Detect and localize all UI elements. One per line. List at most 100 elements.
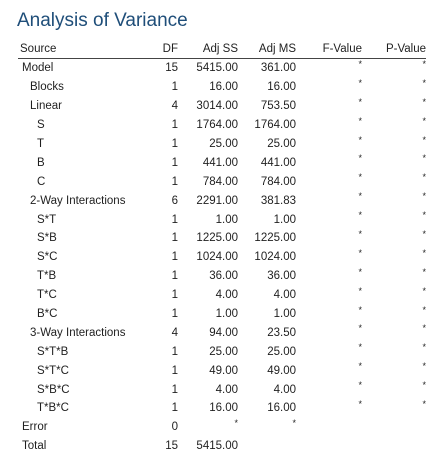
- cell-f-value: *: [358, 247, 362, 258]
- table-row: Linear 4 3014.00 753.50 * *: [18, 97, 426, 116]
- cell-source: C: [37, 175, 46, 188]
- cell-p-value: *: [422, 380, 426, 391]
- cell-adj-ss: 1.00: [215, 308, 238, 321]
- cell-f-value: *: [358, 304, 362, 315]
- table-row: S*B 1 1225.00 1225.00 * *: [18, 229, 426, 248]
- cell-df: 1: [171, 138, 178, 150]
- cell-p-value: *: [422, 210, 426, 221]
- cell-source: T*B: [37, 270, 57, 283]
- cell-df: 1: [171, 175, 178, 188]
- table-row: Error 0 * *: [18, 418, 426, 437]
- cell-f-value: *: [358, 153, 362, 164]
- cell-source: T*C: [37, 289, 57, 302]
- cell-p-value: *: [422, 361, 426, 372]
- table-row: Model 15 5415.00 361.00 * *: [18, 59, 426, 78]
- cell-f-value: *: [358, 342, 362, 353]
- cell-source: S*T: [37, 213, 57, 226]
- page-title: Analysis of Variance: [17, 10, 188, 31]
- table-row: 2-Way Interactions 6 2291.00 381.83 * *: [18, 191, 426, 210]
- cell-adj-ms: [240, 437, 298, 456]
- cell-f-value: *: [358, 229, 362, 240]
- cell-df: 15: [165, 440, 178, 453]
- cell-p-value: *: [422, 134, 426, 145]
- cell-f-value: *: [358, 115, 362, 126]
- anova-table: Source DF Adj SS Adj MS F-Value P-Value …: [18, 40, 426, 456]
- cell-f-value: *: [358, 380, 362, 391]
- cell-adj-ms: 49.00: [267, 364, 296, 377]
- cell-adj-ms: 784.00: [260, 175, 296, 188]
- column-header-adj-ss: Adj SS: [180, 40, 240, 59]
- table-row: T*B 1 36.00 36.00 * *: [18, 267, 426, 286]
- cell-adj-ms: 25.00: [267, 345, 296, 358]
- cell-f-value: *: [358, 172, 362, 183]
- cell-df: 1: [171, 308, 178, 321]
- cell-p-value: *: [422, 323, 426, 334]
- table-row: S 1 1764.00 1764.00 * *: [18, 116, 426, 135]
- cell-source: Linear: [30, 100, 62, 113]
- cell-p-value: [364, 418, 426, 437]
- cell-df: 4: [171, 326, 178, 339]
- cell-source: S*B*C: [37, 383, 70, 396]
- cell-df: 15: [165, 62, 178, 75]
- cell-adj-ms: 441.00: [260, 156, 296, 169]
- cell-p-value: [364, 437, 426, 456]
- cell-adj-ss: *: [234, 417, 238, 428]
- cell-df: 1: [171, 270, 178, 283]
- cell-p-value: *: [422, 399, 426, 410]
- cell-source: Model: [22, 62, 54, 75]
- cell-df: 1: [171, 383, 178, 396]
- cell-df: 1: [171, 251, 178, 264]
- table-row: S*T*C 1 49.00 49.00 * *: [18, 361, 426, 380]
- cell-adj-ms: 1024.00: [254, 251, 296, 264]
- cell-p-value: *: [422, 304, 426, 315]
- cell-p-value: *: [422, 77, 426, 88]
- cell-source: T: [37, 138, 45, 150]
- cell-adj-ss: 4.00: [215, 383, 238, 396]
- cell-adj-ms: 16.00: [267, 81, 296, 94]
- cell-p-value: *: [422, 115, 426, 126]
- cell-adj-ss: 1.00: [215, 213, 238, 226]
- cell-adj-ss: 25.00: [209, 345, 238, 358]
- cell-adj-ss: 5415.00: [196, 440, 238, 453]
- cell-p-value: *: [422, 59, 426, 69]
- cell-f-value: *: [358, 134, 362, 145]
- cell-df: 6: [171, 194, 178, 207]
- cell-adj-ss: 25.00: [209, 138, 238, 150]
- cell-adj-ss: 49.00: [209, 364, 238, 377]
- cell-f-value: *: [358, 96, 362, 107]
- cell-f-value: *: [358, 59, 362, 69]
- cell-p-value: *: [422, 342, 426, 353]
- table-row: T 1 25.00 25.00 * *: [18, 135, 426, 154]
- cell-p-value: *: [422, 172, 426, 183]
- cell-f-value: *: [358, 285, 362, 296]
- cell-adj-ms: 381.83: [260, 194, 296, 207]
- cell-source: 3-Way Interactions: [30, 326, 126, 339]
- cell-p-value: *: [422, 247, 426, 258]
- table-body: Model 15 5415.00 361.00 * * Blocks 1 16.00 16.00 *…: [18, 59, 426, 456]
- cell-source: 2-Way Interactions: [30, 194, 126, 207]
- cell-adj-ms: 1225.00: [254, 232, 296, 245]
- column-header-p-value: P-Value: [364, 40, 426, 59]
- cell-f-value: [298, 418, 364, 437]
- cell-source: S: [37, 119, 45, 132]
- cell-p-value: *: [422, 191, 426, 202]
- cell-f-value: *: [358, 210, 362, 221]
- table-row: 3-Way Interactions 4 94.00 23.50 * *: [18, 323, 426, 342]
- column-header-df: DF: [140, 40, 180, 59]
- cell-adj-ms: 4.00: [273, 383, 296, 396]
- cell-adj-ss: 1024.00: [196, 251, 238, 264]
- cell-adj-ss: 16.00: [209, 402, 238, 415]
- cell-df: 1: [171, 213, 178, 226]
- cell-adj-ss: 16.00: [209, 81, 238, 94]
- cell-adj-ss: 1764.00: [196, 119, 238, 132]
- cell-adj-ss: 5415.00: [196, 62, 238, 75]
- table-row: C 1 784.00 784.00 * *: [18, 172, 426, 191]
- cell-adj-ss: 3014.00: [196, 100, 238, 113]
- cell-adj-ss: 94.00: [209, 326, 238, 339]
- cell-source: B: [37, 156, 45, 169]
- cell-df: 1: [171, 345, 178, 358]
- cell-df: 1: [171, 364, 178, 377]
- cell-adj-ss: 1225.00: [196, 232, 238, 245]
- cell-source: T*B*C: [37, 402, 69, 415]
